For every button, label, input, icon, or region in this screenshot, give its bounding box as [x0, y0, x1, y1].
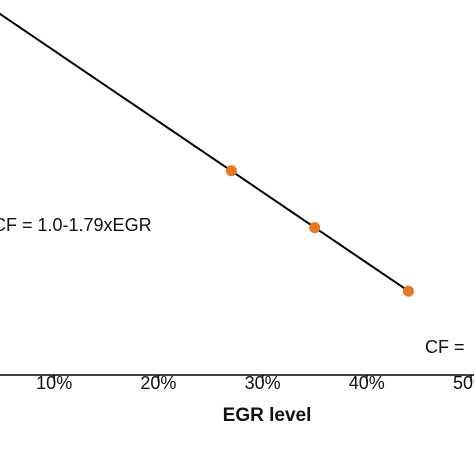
trendline [0, 12, 410, 292]
data-point-3 [402, 285, 414, 297]
x-axis-tick-labels: 10% 20% 30% 40% 50% [36, 373, 474, 393]
x-tick-label: 20% [140, 373, 176, 393]
x-axis-title: EGR level [223, 405, 312, 426]
x-tick-label: 30% [245, 373, 281, 393]
data-point-1 [225, 165, 237, 177]
equation-label-2: CF = [425, 337, 465, 357]
data-points [225, 165, 414, 297]
x-tick-label: 40% [349, 373, 385, 393]
equation-label: CF = 1.0-1.79xEGR [0, 215, 152, 235]
data-point-2 [309, 222, 321, 234]
x-tick-label: 10% [36, 373, 72, 393]
x-axis-ticks [53, 375, 472, 382]
x-tick-label: 50% [453, 373, 474, 393]
